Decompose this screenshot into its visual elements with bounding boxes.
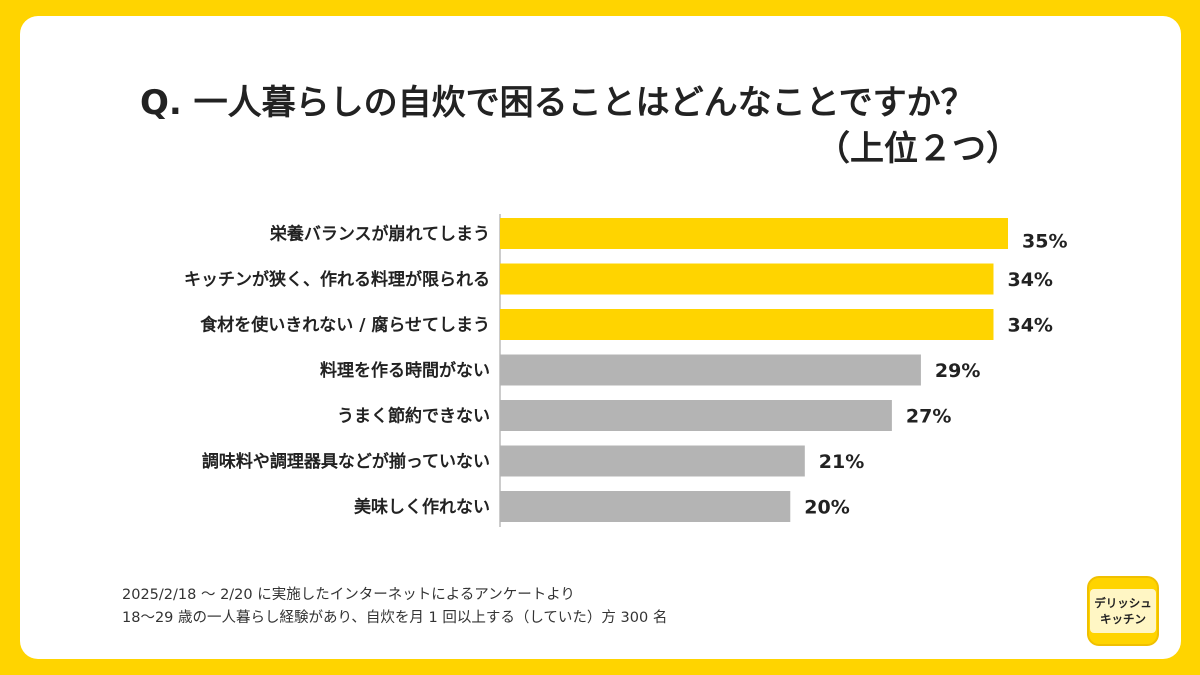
logo-line1: デリッシュ (1094, 596, 1152, 610)
value-label: 21% (819, 451, 864, 473)
bar (500, 218, 1008, 249)
footnote: 2025/2/18 ～ 2/20 に実施したインターネットによるアンケートより … (122, 584, 667, 630)
bar (500, 491, 791, 522)
bar (500, 263, 994, 295)
value-label: 29% (935, 360, 980, 382)
category-label: キッチンが狭く、作れる料理が限られる (184, 269, 490, 290)
bar (500, 354, 921, 386)
value-label: 34% (1007, 315, 1052, 337)
chart-title: Q. 一人暮らしの自炊で困ることはどんなことですか？ （上位２つ） (140, 80, 1020, 172)
value-label: 20% (804, 497, 849, 519)
category-label: 調味料や調理器具などが揃っていない (202, 451, 490, 472)
category-label: 料理を作る時間がない (320, 360, 490, 381)
footnote-line1: 2025/2/18 ～ 2/20 に実施したインターネットによるアンケートより (122, 587, 575, 603)
category-label: 美味しく作れない (354, 497, 490, 518)
bar-chart: 栄養バランスが崩れてしまう 35% キッチンが狭く、作れる料理が限られる 34% 食材を… (184, 214, 1067, 527)
value-label: 34% (1007, 269, 1052, 291)
category-label: うまく節約できない (337, 406, 490, 427)
brand-logo: デリッシュ キッチン (1087, 576, 1159, 646)
value-label: 27% (906, 406, 951, 428)
card: Q. 一人暮らしの自炊で困ることはどんなことですか？ （上位２つ） 栄養バランス… (20, 16, 1181, 659)
value-label: 35% (1022, 231, 1067, 253)
logo-line2: キッチン (1100, 612, 1146, 626)
bar (500, 309, 994, 340)
title-line2: （上位２つ） (816, 129, 1020, 169)
logo-badge: デリッシュ キッチン (1090, 589, 1156, 633)
bar (500, 445, 805, 477)
category-label: 食材を使いきれない / 腐らせてしまう (200, 315, 490, 336)
bar (500, 400, 892, 431)
footnote-line2: 18～29 歳の一人暮らし経験があり、自炊を月 1 回以上する（していた）方 3… (122, 610, 668, 626)
title-line1: Q. 一人暮らしの自炊で困ることはどんなことですか？ (140, 83, 975, 123)
category-label: 栄養バランスが崩れてしまう (269, 224, 490, 245)
